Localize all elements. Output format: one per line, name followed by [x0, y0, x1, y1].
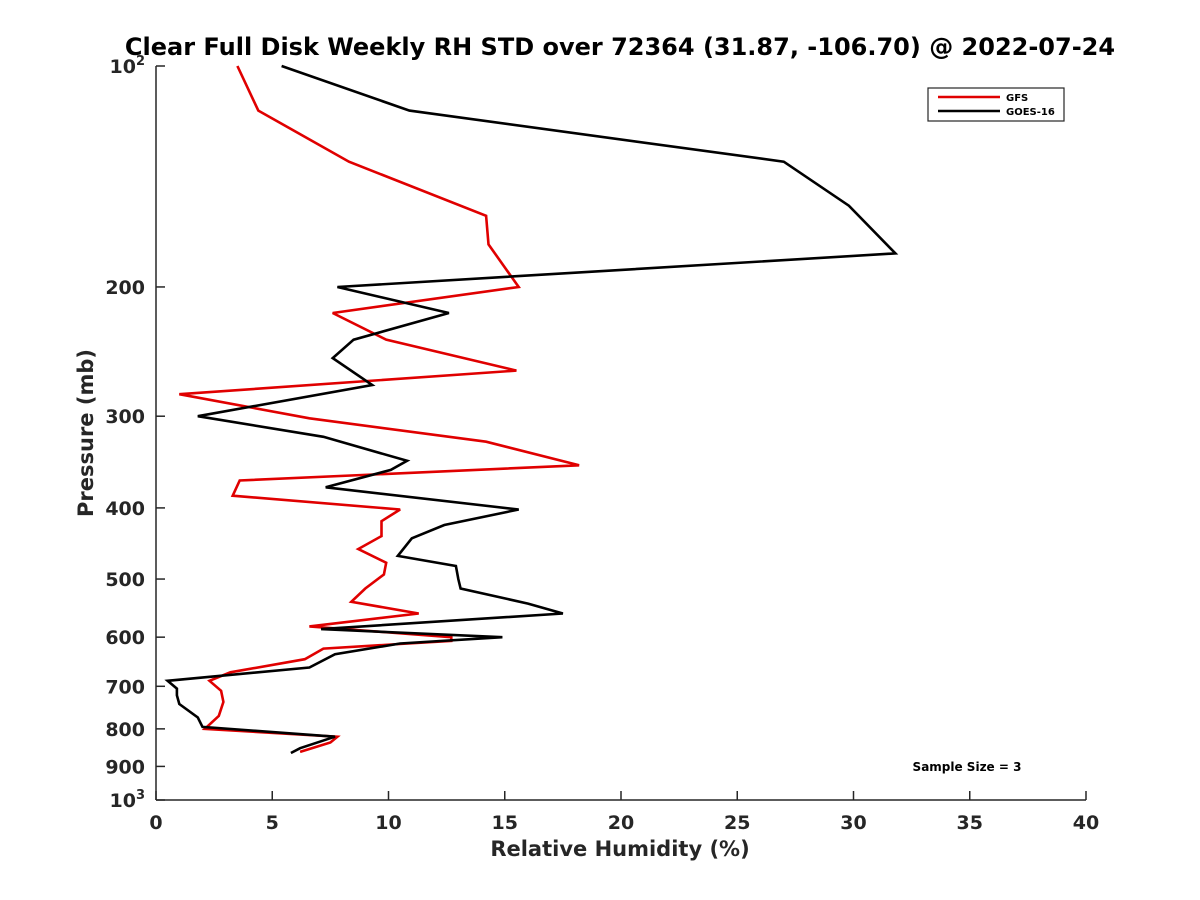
- x-tick-label: 25: [724, 812, 750, 834]
- legend: GFS GOES-16: [927, 87, 1065, 122]
- y-tick-label: 800: [105, 719, 145, 741]
- legend-label: GFS: [1006, 93, 1028, 104]
- y-tick-label: 400: [105, 498, 145, 520]
- chart-title: Clear Full Disk Weekly RH STD over 72364…: [125, 33, 1115, 61]
- y-tick-label: 103: [110, 788, 146, 812]
- sample-size-annotation: Sample Size = 3: [913, 760, 1022, 774]
- x-tick-label: 40: [1073, 812, 1099, 834]
- x-tick-label: 5: [266, 812, 279, 834]
- y-tick-label: 900: [105, 756, 145, 778]
- x-tick-label: 0: [149, 812, 162, 834]
- x-axis-label: Relative Humidity (%): [490, 837, 749, 861]
- legend-box: [927, 87, 1065, 122]
- y-tick-label: 300: [105, 406, 145, 428]
- series-line-goes-16: [164, 64, 899, 755]
- y-tick-label: 200: [105, 277, 145, 299]
- x-tick-label: 15: [492, 812, 518, 834]
- y-axis-label: Pressure (mb): [74, 349, 98, 517]
- y-tick-label: 600: [105, 627, 145, 649]
- x-tick-label: 20: [608, 812, 634, 834]
- y-tick-label: 500: [105, 569, 145, 591]
- x-tick-label: 35: [957, 812, 983, 834]
- legend-label: GOES-16: [1006, 107, 1055, 118]
- series-line-gfs: [179, 65, 580, 754]
- plot-area: 0 5 10 15 20 25 30 35 40 102 200 300 400 500 600 700 800…: [105, 54, 1099, 834]
- x-tick-label: 10: [375, 812, 401, 834]
- y-tick-label: 700: [105, 676, 145, 698]
- y-tick-label: 102: [110, 54, 146, 78]
- x-tick-label: 30: [840, 812, 866, 834]
